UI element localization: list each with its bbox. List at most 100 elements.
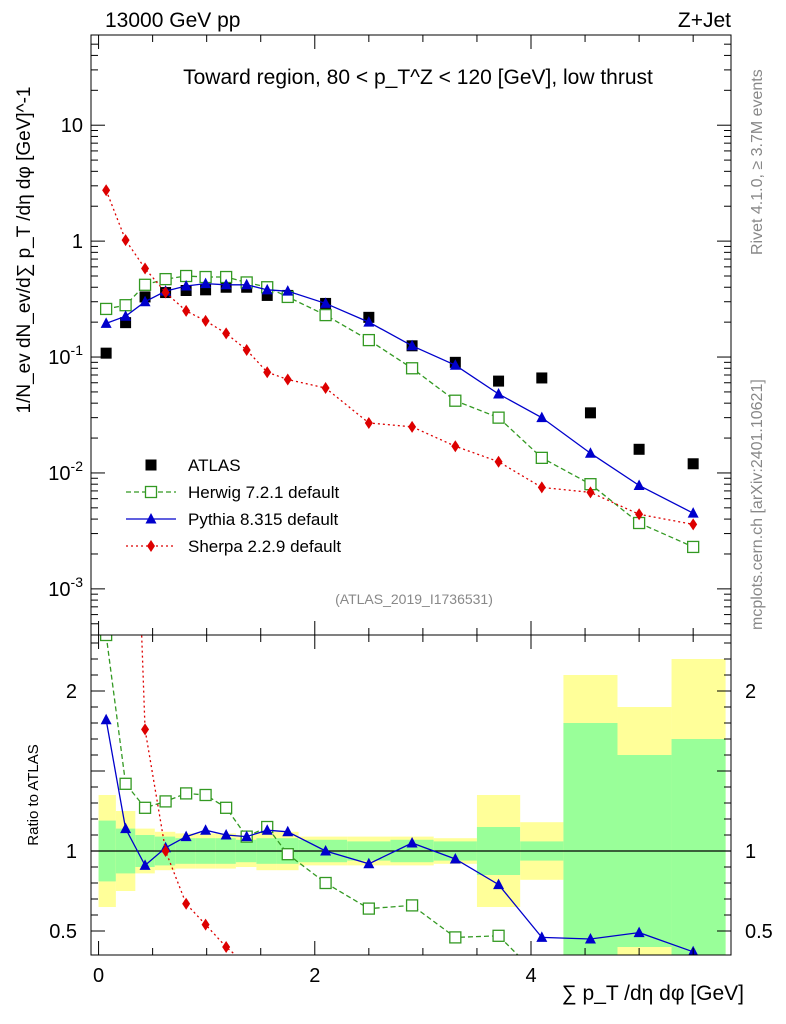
ratio-point [633,926,645,938]
y-tick-label: 10 [61,115,83,137]
data-point [536,411,548,423]
x-axis-label: ∑ p_T /dη dφ [GeV] [562,982,744,1005]
y-tick-label: 1 [72,231,83,253]
ratio-point [159,795,172,808]
data-point [161,286,170,299]
ratio-point [492,929,505,942]
data-point [261,289,273,301]
ratio-point [139,859,151,870]
ratio-point [161,845,170,857]
data-point [687,458,699,470]
data-point [689,518,698,531]
rivet-label: Rivet 4.1.0, ≥ 3.7M events [749,69,766,255]
series-1 [99,269,700,554]
legend-label: ATLAS [188,456,241,475]
data-point [99,302,113,316]
data-point [451,440,460,453]
data-point [584,447,596,458]
ratio-point [200,824,212,835]
series-3 [102,184,698,531]
data-point [405,362,419,375]
ratio-y-label: Ratio to ATLAS [25,744,42,845]
data-point [535,451,548,464]
data-point [362,333,375,347]
data-point [200,284,212,296]
data-point [200,277,212,289]
ratio-point [319,876,332,890]
data-point [321,382,330,395]
mcplots-label: mcplots.cern.ch [arXiv:2401.10621] [749,379,766,630]
ratio-point [99,635,113,642]
data-point [633,443,645,455]
ratio-point [141,723,150,736]
ratio-point [199,788,212,802]
data-point [102,184,111,197]
ratio-point [119,777,132,790]
y-axis-label: 1/N_ev dN_ev/d∑ p_T /dη dφ [GeV]^-1 [14,87,35,414]
data-point [635,508,644,521]
x-tick-label: 0 [93,965,104,987]
x-tick-label: 2 [309,965,320,987]
data-point [406,339,418,351]
data-point [138,278,152,291]
ratio-point [219,801,233,814]
data-point [182,304,191,317]
data-point [282,285,294,296]
data-point [494,455,503,468]
legend-label: Herwig 7.2.1 default [188,483,339,502]
data-point [364,416,373,429]
data-point [320,297,332,308]
data-point [283,373,292,386]
ratio-point [201,918,210,931]
main-frame [90,34,732,636]
ratio-point [281,848,294,861]
legend-marker [147,540,155,552]
data-point [449,394,462,407]
ratio-y-tick-label-right: 2 [745,681,756,703]
analysis-id: (ATLAS_2019_I1736531) [335,591,493,607]
ratio-point [180,830,192,842]
header-right: Z+Jet [678,9,731,32]
data-point [493,375,505,387]
ratio-point [241,830,253,842]
ratio-point [320,845,332,856]
data-point [241,278,253,290]
ratio-panel: Ratio to ATLAS 2 2 1 1 0.5 0.5 0 2 4 ∑ p_T /dη d… [25,634,773,1005]
ratio-point [100,713,112,725]
data-point [121,234,130,247]
y-tick-label: 10-2 [48,458,83,485]
data-point [492,411,505,424]
ratio-y-tick-label-right: 1 [745,841,756,863]
ratio-point [282,825,294,837]
x-tick-label: 4 [525,965,536,987]
series-2 [100,277,699,518]
series-line [105,282,694,514]
ratio-point [222,941,231,953]
legend-marker [145,513,157,524]
data-point [179,269,193,283]
data-point [159,272,172,286]
data-point [408,420,417,433]
y-tick-label: 10-3 [48,574,83,601]
data-point [180,280,192,291]
ratio-point [493,878,505,890]
data-point [222,327,231,340]
data-point [139,295,151,307]
ratio-series [99,635,698,955]
y-tick-label: 10-1 [48,342,83,369]
ratio-point [405,899,419,912]
legend: ATLAS Herwig 7.2.1 default Pythia 8.315 de… [126,456,341,556]
data-point [363,316,375,327]
ratio-y-tick-label: 2 [66,681,77,703]
data-point [687,540,700,554]
data-point [100,317,112,328]
series-line [106,275,694,548]
ratio-point [261,824,273,835]
ratio-point [584,933,596,944]
data-point [493,387,505,399]
main-plot-area [99,184,700,554]
uncertainty-band-green [563,723,618,955]
ratio-y-tick-label: 1 [66,841,77,863]
data-point [242,344,251,357]
